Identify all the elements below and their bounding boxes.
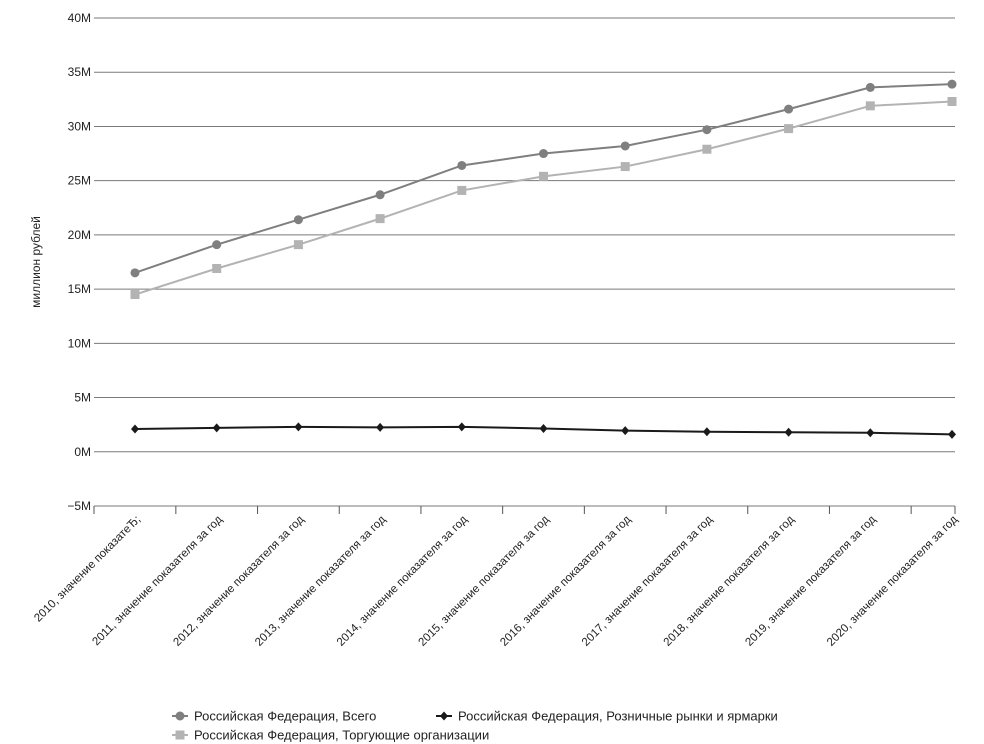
y-tick-label: 40M	[68, 11, 91, 25]
x-tick-label: 2014, значение показателя за год	[335, 513, 470, 648]
data-point	[375, 190, 385, 200]
x-tick-label: 2016, значение показателя за год	[498, 513, 633, 648]
data-point	[620, 162, 630, 172]
data-point	[293, 240, 303, 250]
legend-label: Российская Федерация, Розничные рынки и …	[458, 709, 778, 724]
x-tick-label: 2020, значение показателя за год	[825, 513, 960, 648]
legend-label: Российская Федерация, Всего	[194, 709, 376, 724]
y-tick-label: 10M	[68, 336, 91, 350]
series-line	[134, 100, 953, 296]
y-tick-label: 35M	[68, 65, 91, 79]
x-tick-label: 2011, значение показателя за год	[90, 513, 225, 648]
data-point	[784, 104, 794, 114]
y-tick-label: 25M	[68, 174, 91, 188]
data-point	[947, 97, 957, 107]
y-axis-label: миллион рублей	[29, 216, 43, 308]
legend-marker	[175, 730, 185, 740]
data-point	[702, 427, 711, 437]
legend: Российская Федерация, Всего Российская Фе…	[172, 709, 778, 743]
y-tick-label: 0M	[74, 445, 91, 459]
data-point	[539, 171, 548, 181]
data-point	[784, 427, 793, 437]
y-tick-label: −5M	[67, 499, 91, 513]
data-point	[376, 422, 385, 432]
series-2	[131, 422, 956, 439]
legend-label: Российская Федерация, Торгующие организа…	[194, 728, 489, 743]
legend-marker	[175, 711, 185, 721]
y-tick-label: 20M	[68, 228, 91, 242]
data-point	[131, 424, 139, 434]
data-point	[702, 125, 712, 135]
data-point	[539, 149, 548, 159]
data-point	[865, 82, 875, 92]
y-tick-label: 5M	[74, 391, 91, 405]
data-point	[212, 240, 222, 250]
grid-layer	[94, 17, 955, 507]
data-point	[457, 160, 467, 170]
x-tick-label: 2017, значение показателя за год	[580, 513, 715, 648]
x-tick-label: 2019, значение показателя за год	[743, 513, 878, 648]
data-point	[621, 426, 630, 436]
x-tick-label: 2018, значение показателя за год	[662, 513, 797, 648]
y-tick-label: 30M	[68, 119, 91, 133]
series-3	[130, 97, 957, 300]
data-point	[293, 215, 303, 225]
x-tick-label: 2015, значение показателя за год	[417, 513, 552, 648]
x-axis: 2010, значение показатеЂ;2011, значение …	[32, 506, 960, 649]
data-point	[212, 423, 221, 433]
series-1	[130, 79, 957, 278]
data-point	[866, 428, 875, 438]
x-tick-label: 2013, значение показателя за год	[253, 513, 388, 648]
data-point	[948, 429, 956, 439]
legend-item[interactable]: Российская Федерация, Розничные рынки и …	[436, 709, 778, 724]
y-tick-label: 15M	[68, 282, 91, 296]
data-point	[702, 144, 712, 154]
series-layer	[130, 79, 957, 439]
legend-item[interactable]: Российская Федерация, Торгующие организа…	[172, 728, 489, 743]
data-point	[294, 422, 303, 432]
y-tick-labels: −5M 0M 5M 10M 15M 20M 25M 30M 35M 40M	[67, 11, 91, 513]
data-point	[784, 124, 794, 134]
data-point	[375, 214, 385, 224]
data-point	[130, 268, 140, 278]
data-point	[865, 101, 875, 111]
data-point	[457, 422, 466, 432]
data-point	[130, 290, 140, 300]
data-point	[539, 423, 548, 433]
data-point	[620, 141, 630, 151]
data-point	[457, 185, 467, 195]
data-point	[212, 264, 222, 274]
x-tick-label: 2012, значение показателя за год	[171, 513, 306, 648]
data-point	[947, 79, 957, 89]
legend-item[interactable]: Российская Федерация, Всего	[172, 709, 376, 724]
legend-marker	[440, 711, 448, 721]
